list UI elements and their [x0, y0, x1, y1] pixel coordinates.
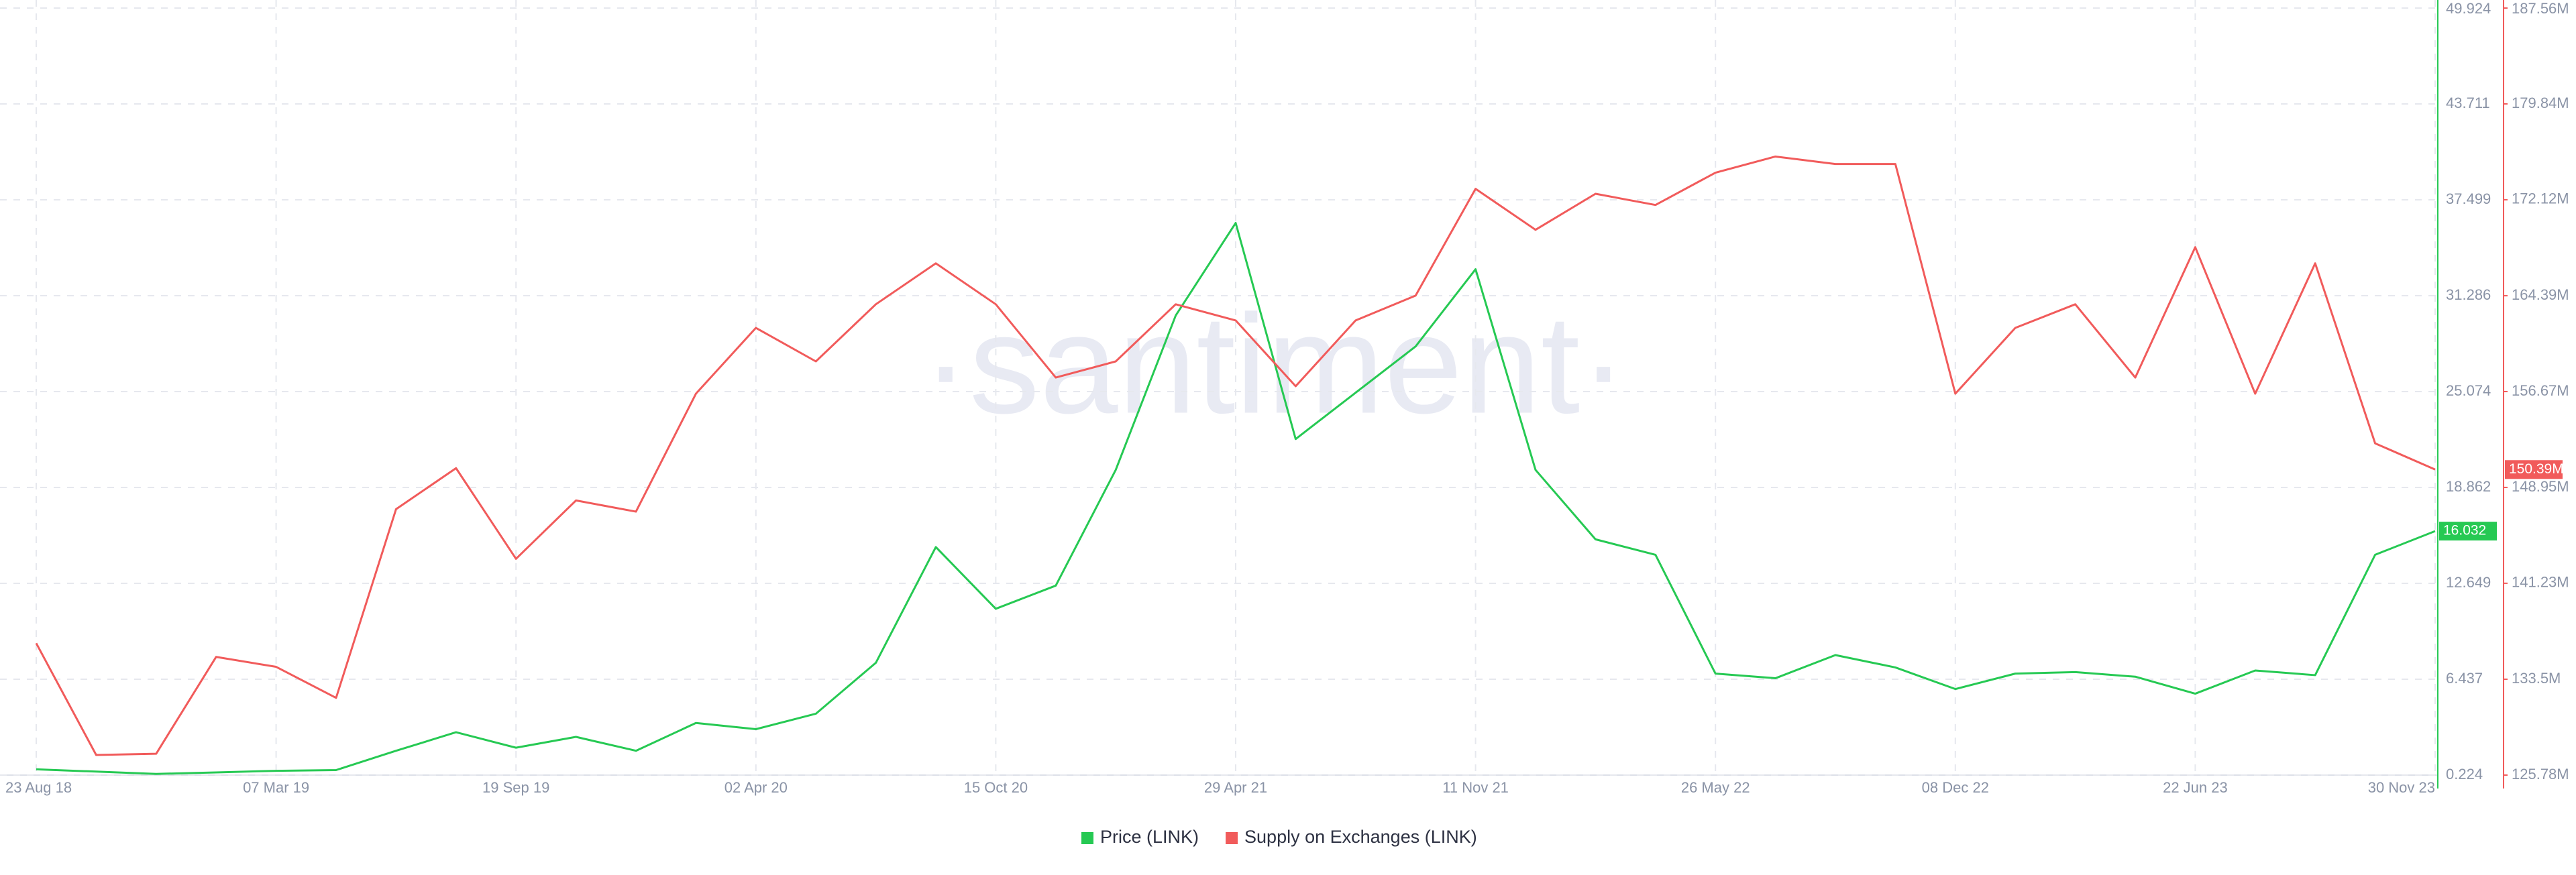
legend-swatch — [1226, 832, 1238, 844]
x-tick-label: 30 Nov 23 — [2368, 779, 2435, 796]
y-tick-label: 37.499 — [2446, 190, 2491, 207]
last-value-label: 150.39M — [2509, 461, 2564, 477]
y-tick-label: 6.437 — [2446, 670, 2483, 687]
y2-tick-label: 172.12M — [2512, 190, 2569, 207]
legend-label: Price (LINK) — [1100, 827, 1199, 847]
y2-tick-label: 187.56M — [2512, 0, 2569, 17]
y2-tick-label: 133.5M — [2512, 670, 2561, 687]
x-tick-label: 19 Sep 19 — [482, 779, 549, 796]
y2-tick-label: 164.39M — [2512, 286, 2569, 303]
y-tick-label: 0.224 — [2446, 766, 2483, 782]
last-value-badge — [2439, 522, 2497, 541]
x-tick-label: 15 Oct 20 — [964, 779, 1028, 796]
x-tick-label: 23 Aug 18 — [5, 779, 72, 796]
x-tick-label: 29 Apr 21 — [1204, 779, 1267, 796]
y2-tick-label: 156.67M — [2512, 382, 2569, 399]
y-tick-label: 12.649 — [2446, 574, 2491, 591]
x-tick-label: 26 May 22 — [1681, 779, 1750, 796]
y-tick-label: 43.711 — [2446, 95, 2490, 111]
y-tick-label: 49.924 — [2446, 0, 2491, 17]
x-tick-label: 02 Apr 20 — [724, 779, 788, 796]
y2-tick-label: 179.84M — [2512, 95, 2569, 111]
last-value-label: 16.032 — [2443, 523, 2486, 538]
y-tick-label: 25.074 — [2446, 382, 2491, 399]
x-tick-label: 08 Dec 22 — [1922, 779, 1989, 796]
legend-label: Supply on Exchanges (LINK) — [1244, 827, 1477, 847]
x-tick-label: 22 Jun 23 — [2163, 779, 2228, 796]
x-tick-label: 07 Mar 19 — [243, 779, 309, 796]
series-line — [36, 222, 2436, 775]
y2-tick-label: 148.95M — [2512, 478, 2569, 495]
y-tick-label: 31.286 — [2446, 286, 2491, 303]
x-tick-label: 11 Nov 21 — [1442, 779, 1509, 796]
y2-tick-label: 125.78M — [2512, 766, 2569, 782]
last-value-badge — [2505, 460, 2563, 479]
y2-tick-label: 141.23M — [2512, 574, 2569, 591]
legend-swatch — [1081, 832, 1093, 844]
y-tick-label: 18.862 — [2446, 478, 2491, 495]
series-line — [35, 155, 2436, 756]
